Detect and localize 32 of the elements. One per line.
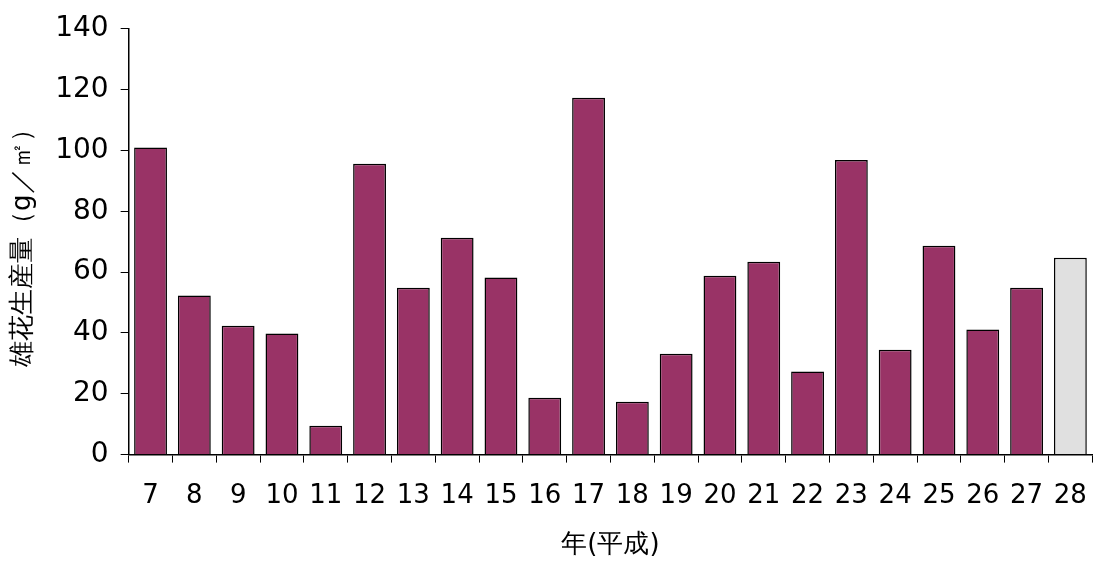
- x-tick-label: 28: [1053, 478, 1087, 509]
- x-tick-label: 8: [186, 478, 203, 509]
- y-tick-label: 20: [73, 375, 109, 409]
- x-tick-label: 13: [396, 478, 430, 509]
- y-tick-label: 120: [55, 70, 109, 104]
- x-tick-label: 23: [834, 478, 868, 509]
- y-tick-label: 140: [55, 10, 109, 44]
- y-tick-label: 100: [55, 131, 109, 165]
- x-tick-label: 21: [747, 478, 781, 509]
- x-tick-label: 16: [528, 478, 562, 509]
- x-tick-label: 7: [142, 478, 159, 509]
- x-tick-label: 24: [878, 478, 912, 509]
- x-tick-label: 22: [791, 478, 825, 509]
- x-tick-label: 18: [615, 478, 649, 509]
- x-axis-title: 年(平成): [561, 528, 660, 559]
- x-tick-label: 12: [353, 478, 387, 509]
- y-axis-title: 雄花生産量（g／㎡）: [6, 116, 37, 368]
- x-tick-label: 20: [703, 478, 737, 509]
- x-tick-label: 10: [265, 478, 299, 509]
- x-tick-label: 9: [229, 478, 247, 509]
- x-tick-label: 26: [966, 478, 1000, 509]
- y-tick-label: 60: [73, 253, 109, 287]
- x-tick-label: 17: [572, 478, 606, 509]
- x-tick-label: 27: [1010, 478, 1044, 509]
- y-tick-label: 80: [73, 192, 109, 226]
- x-tick-label: 15: [484, 478, 518, 509]
- y-tick-label: 40: [73, 314, 109, 348]
- x-tick-label: 19: [659, 478, 693, 509]
- y-tick-label: 0: [90, 435, 109, 469]
- x-tick-label: 11: [309, 478, 343, 509]
- x-tick-label: 14: [440, 478, 474, 509]
- x-tick-label: 25: [922, 478, 956, 509]
